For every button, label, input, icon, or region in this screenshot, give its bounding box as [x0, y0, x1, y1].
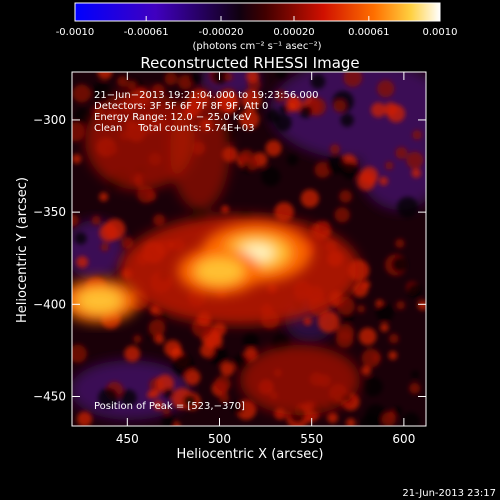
- colorbar: -0.0010 -0.00061 -0.00020 0.00020 0.00061 0.0…: [56, 2, 458, 52]
- colorbar-tick-label: 0.00020: [273, 27, 314, 38]
- heatmap-image: [72, 72, 426, 426]
- peak-position-label: Position of Peak = [523,−370]: [94, 401, 245, 412]
- chart-title: Reconstructed RHESSI Image: [140, 54, 359, 72]
- x-tick-label: 450: [116, 432, 139, 446]
- annotation-time: 21−Jun−2013 19:21:04.000 to 19:23:56.000: [94, 90, 319, 101]
- plot-frame: [71, 71, 427, 427]
- colorbar-tick-label: 0.0010: [423, 27, 458, 38]
- annotation-energy: Energy Range: 12.0 − 25.0 keV: [94, 112, 251, 123]
- colorbar-tick-label: -0.00061: [124, 27, 169, 38]
- x-tick-label: 600: [392, 432, 415, 446]
- y-tick-label: −300: [33, 113, 66, 127]
- footer-timestamp: 21-Jun-2013 23:17: [402, 488, 496, 499]
- y-tick-label: −400: [33, 297, 66, 311]
- colorbar-unit-label: (photons cm⁻² s⁻¹ asec⁻²): [192, 41, 321, 52]
- annotation-detectors: Detectors: 3F 5F 6F 7F 8F 9F, Att 0: [94, 101, 268, 112]
- emission-core: [76, 287, 124, 314]
- annotation-counts: Clean Total counts: 5.74E+03: [94, 123, 254, 134]
- colorbar-tick-label: -0.0010: [56, 27, 95, 38]
- x-tick-label: 550: [300, 432, 323, 446]
- colorbar-ticks: -0.0010 -0.00061 -0.00020 0.00020 0.00061 0.0…: [56, 16, 458, 38]
- emission-core: [194, 257, 245, 285]
- y-axis-label: Heliocentric Y (arcsec): [15, 177, 30, 323]
- y-tick-label: −350: [33, 205, 66, 219]
- colorbar-tick-label: 0.00061: [348, 27, 389, 38]
- x-axis-label: Heliocentric X (arcsec): [177, 447, 324, 462]
- colorbar-tick-label: -0.00020: [199, 27, 244, 38]
- y-tick-label: −450: [33, 390, 66, 404]
- axis-ticks: 450 500 550 600 −300 −350 −400 −450: [33, 72, 426, 446]
- annotation-block: 21−Jun−2013 19:21:04.000 to 19:23:56.000…: [94, 90, 319, 134]
- colorbar-gradient: [74, 2, 441, 22]
- x-tick-label: 500: [208, 432, 231, 446]
